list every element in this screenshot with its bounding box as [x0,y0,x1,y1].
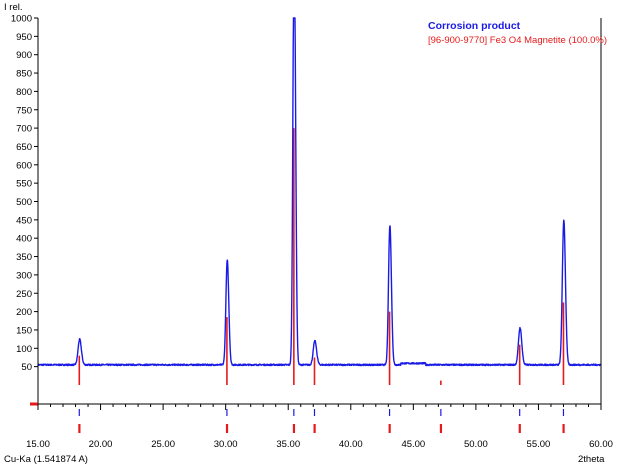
marker-red-30.1 [225,424,229,433]
y-tick-label-650: 650 [16,142,32,153]
y-tick-label-750: 750 [16,105,32,116]
x-tick-label-50.00: 50.00 [464,439,488,450]
legend-title: Corrosion product [428,20,521,32]
y-tick-label-950: 950 [16,32,32,43]
y-tick-label-300: 300 [16,270,32,281]
y-tick-label-700: 700 [16,124,32,135]
marker-red-57 [562,424,565,433]
x-tick-label-45.00: 45.00 [401,439,425,450]
y-tick-label-850: 850 [16,69,32,80]
y-tick-label-150: 150 [16,325,32,336]
x-tick-label-35.00: 35.00 [276,439,300,450]
marker-red-35.45 [292,424,296,433]
origin-marker [30,402,38,406]
axes-layer [30,18,602,406]
y-tick-label-900: 900 [16,50,32,61]
legend-reference-label: [96-900-9770] Fe3 O4 Magnetite (100.0%) [428,35,607,46]
x-tick-label-55.00: 55.00 [527,439,551,450]
reference-layer [78,128,565,433]
x-tick-label-30.00: 30.00 [214,439,238,450]
y-axis-label: I rel. [4,2,22,13]
y-tick-label-550: 550 [16,179,32,190]
x-tick-label-60.00: 60.00 [589,439,613,450]
y-tick-label-250: 250 [16,289,32,300]
series-layer [37,17,602,367]
y-tick-label-350: 350 [16,252,32,263]
marker-red-37.1 [313,424,316,433]
x-tick-label-15.00: 15.00 [26,439,50,450]
y-tick-label-50: 50 [21,362,32,373]
x-tick-label-25.00: 25.00 [151,439,175,450]
marker-red-53.5 [518,424,521,433]
ticks-layer: 50 100 150 200 250 300 350 400 450 500 550 600 650 70… [11,14,613,451]
marker-red-47.2 [439,424,443,433]
y-tick-label-450: 450 [16,215,32,226]
y-tick-label-800: 800 [16,87,32,98]
y-tick-label-400: 400 [16,234,32,245]
y-tick-label-1000: 1000 [11,14,32,25]
marker-red-43.1 [388,424,391,433]
x-tick-label-20.00: 20.00 [89,439,113,450]
y-tick-label-500: 500 [16,197,32,208]
x-tick-label-40.00: 40.00 [339,439,363,450]
y-tick-label-200: 200 [16,307,32,318]
y-tick-label-100: 100 [16,344,32,355]
marker-red-18.3 [78,424,81,433]
y-tick-label-600: 600 [16,160,32,171]
measured-series-line [37,17,602,367]
radiation-label: Cu-Ka (1.541874 A) [4,454,88,465]
x-axis-label: 2theta [578,454,605,465]
